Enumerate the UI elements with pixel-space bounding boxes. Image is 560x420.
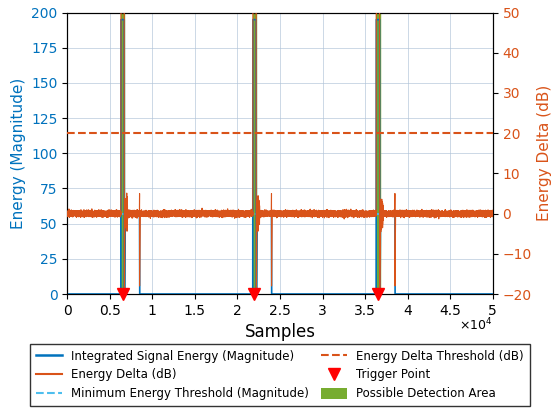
Text: $\times10^4$: $\times10^4$ [459,317,493,333]
Energy Delta (dB) [320,212,327,217]
Legend: Integrated Signal Energy (Magnitude), Energy Delta (dB), Minimum Energy Threshol: Integrated Signal Energy (Magnitude), En… [30,344,530,406]
Bar [253,13,256,294]
Y-axis label: Energy Delta (dB): Energy Delta (dB) [538,85,552,221]
Integrated Signal Energy (Magnitude) [320,291,327,297]
Energy Delta (dB) [489,209,496,214]
Minimum Energy Threshold (Magnitude) [64,211,71,216]
Integrated Signal Energy (Magnitude) [93,291,100,297]
Line: Integrated Signal Energy (Magnitude): Integrated Signal Energy (Magnitude) [67,20,493,294]
Energy Delta (dB) [121,291,128,297]
Y-axis label: Energy (Magnitude): Energy (Magnitude) [11,78,26,229]
Integrated Signal Energy (Magnitude) [64,291,71,297]
Energy Delta Threshold (dB) [64,131,71,136]
Energy Delta (dB) [380,211,386,216]
Integrated Signal Energy (Magnitude) [380,211,386,216]
Bar [121,13,124,294]
Integrated Signal Energy (Magnitude) [489,291,496,297]
Energy Delta Threshold (dB) [64,131,71,136]
Energy Delta (dB) [118,10,124,15]
Energy Delta (dB) [93,212,100,217]
Energy Delta (dB) [166,210,173,215]
Energy Delta (dB) [295,211,301,216]
Integrated Signal Energy (Magnitude) [295,291,301,297]
Integrated Signal Energy (Magnitude) [166,291,173,297]
Line: Energy Delta (dB): Energy Delta (dB) [67,13,493,294]
Bar [376,13,380,294]
Integrated Signal Energy (Magnitude) [227,291,234,297]
Energy Delta (dB) [227,212,234,217]
Integrated Signal Energy (Magnitude) [118,17,124,22]
Minimum Energy Threshold (Magnitude) [64,211,71,216]
X-axis label: Samples: Samples [245,323,315,341]
Energy Delta (dB) [64,210,71,215]
